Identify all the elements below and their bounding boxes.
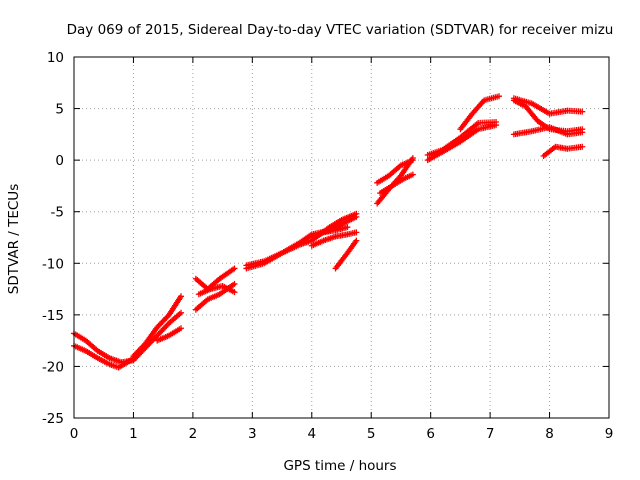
x-tick-label: 4 (307, 426, 316, 442)
chart-title: Day 069 of 2015, Sidereal Day-to-day VTE… (67, 22, 614, 38)
y-tick-label: 10 (47, 50, 64, 66)
series-arc15 (374, 157, 416, 186)
series-arc19 (457, 93, 503, 133)
data-point (353, 237, 360, 244)
y-tick-label: 0 (55, 153, 64, 169)
series-arc2 (71, 330, 137, 366)
y-tick-label: 5 (55, 102, 64, 118)
x-tick-label: 1 (129, 426, 138, 442)
data-point (231, 280, 238, 287)
data-point (231, 289, 238, 296)
series-arc22 (510, 124, 586, 138)
data-points (71, 93, 586, 371)
x-tick-label: 5 (367, 426, 376, 442)
data-point (409, 157, 416, 164)
grid (74, 57, 609, 418)
data-point (579, 129, 586, 136)
data-point (409, 171, 416, 178)
axis-ticks: 0 1 2 3 4 5 6 7 8 9 -25 -20 -15 -10 -5 0 5 10 (42, 50, 613, 442)
y-axis-label: SDTVAR / TECUs (6, 184, 22, 294)
series-arc16 (377, 171, 416, 197)
y-tick-label: -25 (42, 411, 64, 427)
y-tick-label: -5 (51, 205, 64, 221)
x-tick-label: 7 (486, 426, 495, 442)
data-point (178, 325, 184, 332)
y-tick-label: -20 (42, 359, 64, 375)
series-arc8 (195, 282, 238, 298)
x-tick-label: 8 (545, 426, 554, 442)
data-point (178, 293, 184, 300)
y-tick-label: -10 (42, 256, 64, 272)
series-arc5 (154, 325, 184, 344)
series-arc10 (243, 213, 360, 269)
data-point (178, 309, 184, 316)
series-arc12 (308, 224, 351, 241)
series-arc13 (332, 237, 360, 272)
series-arc11 (308, 229, 360, 249)
data-point (496, 93, 503, 100)
x-tick-label: 0 (70, 426, 79, 442)
data-point (579, 108, 586, 115)
data-point (353, 229, 360, 236)
series-arc18 (424, 122, 500, 164)
data-point (353, 213, 360, 220)
plot-frame (73, 56, 610, 419)
x-tick-label: 3 (248, 426, 257, 442)
data-point (579, 143, 586, 150)
series-arc3 (130, 293, 184, 360)
y-tick-label: -15 (42, 308, 64, 324)
series-arc4 (130, 309, 184, 364)
data-point (493, 122, 500, 129)
x-tick-label: 6 (426, 426, 435, 442)
x-axis-label: GPS time / hours (283, 458, 396, 474)
x-tick-label: 2 (189, 426, 198, 442)
data-point (231, 265, 238, 272)
x-tick-label: 9 (605, 426, 614, 442)
series-arc23 (540, 143, 586, 160)
data-point (344, 224, 351, 231)
series-arc7 (192, 280, 238, 313)
